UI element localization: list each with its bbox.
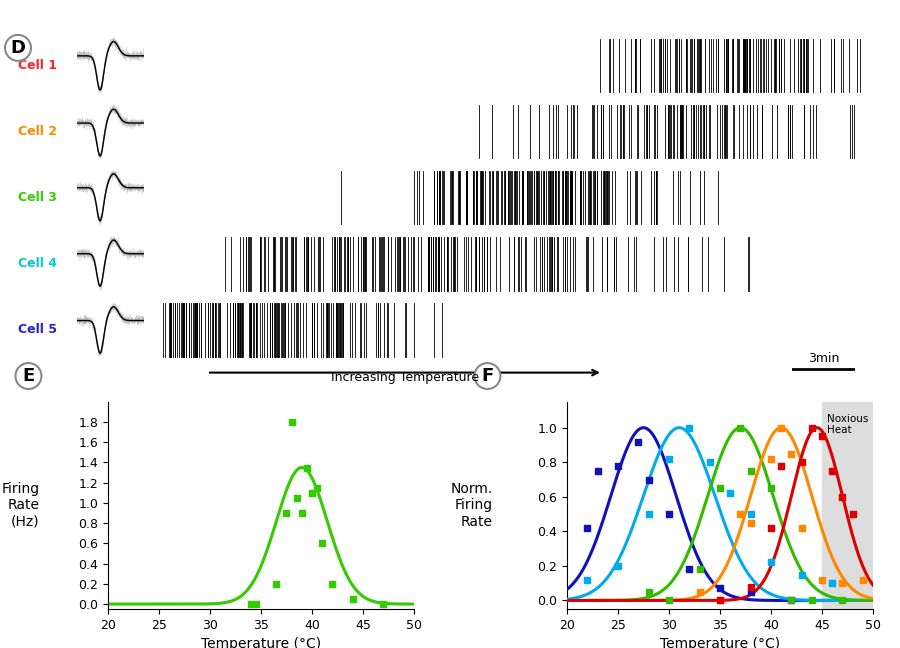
Point: [835, 492, 850, 502]
Point: [774, 422, 788, 433]
Point: [723, 488, 737, 498]
Point: [795, 523, 809, 533]
Point: [713, 583, 727, 594]
Point: [743, 581, 758, 592]
Point: [764, 557, 778, 568]
Text: Cell 4: Cell 4: [18, 257, 57, 270]
Point: [310, 483, 324, 493]
Point: [294, 508, 309, 518]
Point: [580, 523, 595, 533]
X-axis label: Temperature (°C): Temperature (°C): [660, 638, 780, 648]
Point: [279, 508, 293, 518]
Text: F: F: [482, 367, 493, 385]
Point: [284, 417, 299, 427]
Point: [743, 509, 758, 519]
Point: [269, 579, 284, 589]
Point: [743, 518, 758, 528]
Point: [805, 596, 819, 606]
Text: Cell 2: Cell 2: [18, 125, 57, 138]
Text: Cell 3: Cell 3: [18, 191, 57, 204]
Point: [795, 570, 809, 580]
Point: [590, 466, 605, 476]
Point: [244, 599, 258, 609]
X-axis label: Temperature (°C): Temperature (°C): [201, 638, 321, 648]
Point: [764, 454, 778, 464]
Point: [713, 596, 727, 606]
Point: [764, 483, 778, 493]
Point: [784, 448, 798, 459]
Point: [835, 596, 850, 606]
Point: [611, 561, 625, 571]
Point: [305, 487, 320, 498]
Text: E: E: [22, 367, 34, 385]
Point: [580, 575, 595, 585]
Point: [662, 454, 676, 464]
Text: D: D: [11, 39, 25, 57]
Point: [703, 457, 717, 467]
Point: [784, 596, 798, 606]
Point: [845, 509, 859, 519]
Point: [743, 586, 758, 597]
Point: [713, 483, 727, 493]
Text: Cell 1: Cell 1: [18, 59, 57, 72]
Text: Noxious
Heat: Noxious Heat: [827, 414, 868, 435]
Point: [290, 492, 304, 503]
Point: [631, 436, 645, 446]
Y-axis label: Firing
Rate
(Hz): Firing Rate (Hz): [1, 482, 40, 529]
Point: [300, 462, 314, 472]
Point: [376, 599, 391, 609]
Point: [346, 594, 360, 604]
Point: [825, 466, 840, 476]
Point: [835, 578, 850, 588]
Point: [734, 422, 748, 433]
Point: [814, 575, 829, 585]
Point: [774, 461, 788, 471]
Point: [814, 431, 829, 441]
Bar: [822, 402, 873, 609]
Point: [764, 523, 778, 533]
Point: [642, 586, 656, 597]
Point: [784, 596, 798, 606]
Point: [692, 586, 706, 597]
Point: [682, 564, 697, 575]
Point: [743, 466, 758, 476]
Point: [795, 457, 809, 467]
Point: [805, 422, 819, 433]
Point: [611, 461, 625, 471]
Point: [682, 422, 697, 433]
Text: Cell 5: Cell 5: [18, 323, 57, 336]
Point: [248, 599, 263, 609]
Text: Increasing Temperature: Increasing Temperature: [331, 371, 479, 384]
Point: [642, 509, 656, 519]
Point: [642, 474, 656, 485]
Point: [315, 538, 329, 549]
Point: [825, 578, 840, 588]
Point: [325, 579, 339, 589]
Point: [662, 509, 676, 519]
Text: 3min: 3min: [808, 352, 839, 365]
Point: [713, 596, 727, 606]
Point: [856, 575, 870, 585]
Point: [692, 564, 706, 575]
Point: [734, 509, 748, 519]
Point: [662, 596, 676, 606]
Y-axis label: Norm.
Firing
Rate: Norm. Firing Rate: [451, 482, 493, 529]
